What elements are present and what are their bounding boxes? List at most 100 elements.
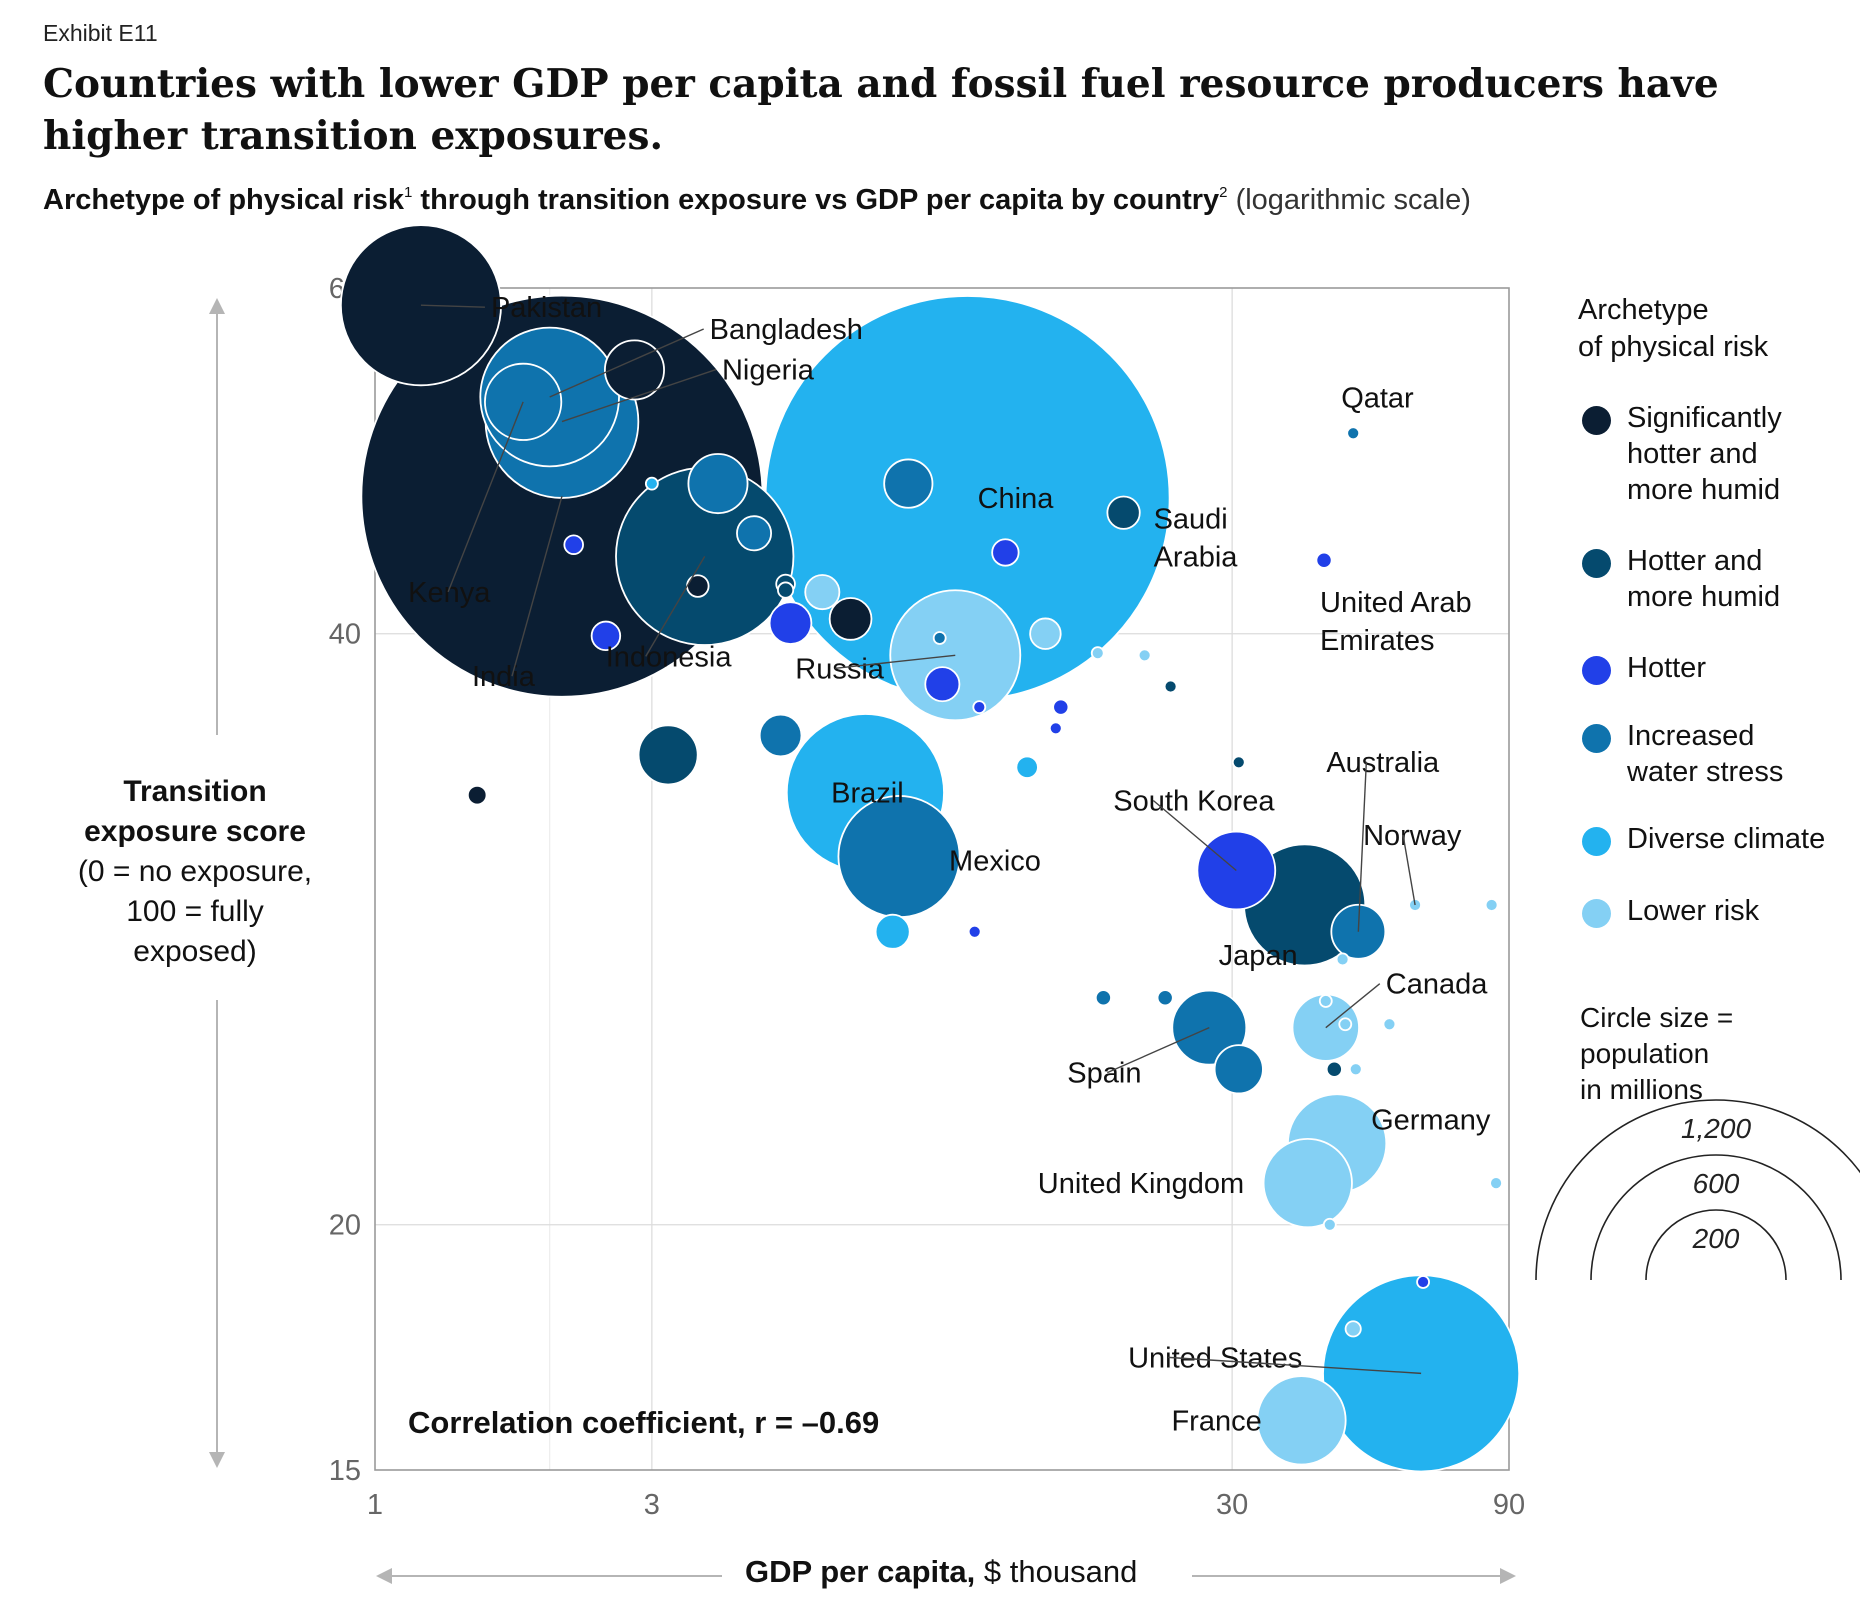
bubble-unlabeled xyxy=(1156,989,1174,1007)
country-labels: China India United States Indonesia Pakistan… xyxy=(408,292,1491,1437)
exhibit-label: Exhibit E11 xyxy=(43,20,158,46)
bubble-unlabeled xyxy=(1344,1320,1362,1338)
legend-swatch xyxy=(1582,406,1611,435)
bubble-unlabeled xyxy=(1052,698,1070,716)
bubble-kenya xyxy=(484,362,563,441)
leader-kenya xyxy=(447,401,524,593)
legend-item-water-stress: Increased water stress xyxy=(1582,718,1860,790)
legend-item-hotter: Hotter xyxy=(1582,650,1860,686)
size-key-title-line: Circle size = xyxy=(1580,1002,1734,1033)
y-axis-title: Transition exposure score (0 = no exposu… xyxy=(55,772,335,972)
correlation-note: Correlation coefficient, r = –0.69 xyxy=(408,1405,880,1440)
bubble-unlabeled xyxy=(1484,898,1499,912)
bubble-unlabeled xyxy=(967,924,982,939)
label-indonesia: Indonesia xyxy=(606,641,733,673)
legend-label: Significantly hotter and more humid xyxy=(1627,400,1860,508)
bubble-unlabeled xyxy=(1094,989,1112,1007)
leader-australia xyxy=(1357,761,1368,932)
bubble-unlabeled xyxy=(1163,679,1178,694)
bubble-unlabeled xyxy=(1382,1017,1397,1032)
leader-south-korea xyxy=(1152,799,1237,872)
label-united-kingdom: United Kingdom xyxy=(1038,1168,1244,1200)
size-key-value: 200 xyxy=(1692,1223,1740,1254)
bubble-saudi-arabia xyxy=(1106,495,1141,530)
legend-item-significantly-hotter: Significantly hotter and more humid xyxy=(1582,400,1860,508)
legend-label: Hotter and more humid xyxy=(1627,543,1860,615)
legend-swatch xyxy=(1582,656,1611,685)
bubble-unlabeled xyxy=(758,713,803,758)
leader-norway xyxy=(1402,834,1416,906)
label-saudi-arabia: Saudi xyxy=(1154,504,1228,536)
y-tick-label: 20 xyxy=(329,1210,361,1242)
y-axis-subtitle-2: 100 = fully xyxy=(126,895,264,928)
label-united-arab-emirates: United Arab xyxy=(1320,587,1472,619)
x-tick-label: 30 xyxy=(1216,1489,1248,1521)
bubble-unlabeled xyxy=(828,597,873,641)
legend-label: Increased water stress xyxy=(1627,718,1860,790)
leader-spain xyxy=(1107,1027,1210,1074)
size-key-title-line: in millions xyxy=(1580,1074,1703,1105)
bubble-unlabeled xyxy=(924,666,961,703)
bubble-unlabeled xyxy=(1137,648,1152,663)
label-brazil: Brazil xyxy=(831,778,904,810)
size-key-arc xyxy=(1645,1209,1787,1281)
x-axis-title-bold: GDP per capita, xyxy=(745,1554,976,1589)
bubble-unlabeled xyxy=(590,620,622,652)
legend-label-line: Lower risk xyxy=(1627,895,1760,927)
bubble-unlabeled xyxy=(804,574,841,611)
bubble-unlabeled xyxy=(1416,1275,1430,1289)
x-axis-arrow-left-icon xyxy=(376,1568,392,1584)
bubble-france xyxy=(1256,1375,1347,1466)
leader-nigeria xyxy=(561,368,717,423)
x-tick-label: 3 xyxy=(644,1489,660,1521)
legend-label-line: more humid xyxy=(1627,474,1781,506)
bubble-unlabeled xyxy=(1335,952,1350,967)
y-axis-arrow-up-icon xyxy=(209,298,225,314)
legend-title-line2: of physical risk xyxy=(1578,331,1769,363)
legend-label: Hotter xyxy=(1627,650,1860,686)
legend-label-line: Increased xyxy=(1627,720,1755,752)
bubble-unlabeled xyxy=(883,458,934,509)
legend-label: Diverse climate xyxy=(1627,821,1860,857)
bubble-unlabeled xyxy=(1090,646,1105,661)
label-canada: Canada xyxy=(1386,969,1488,1001)
leader-russia xyxy=(835,654,956,669)
bubble-unlabeled xyxy=(1322,1217,1337,1232)
y-axis-subtitle-1: (0 = no exposure, xyxy=(77,855,313,888)
plot-frame xyxy=(374,287,1510,1471)
bubble-unlabeled xyxy=(736,515,773,552)
size-key: 1,200 600 200 xyxy=(1535,1099,1860,1281)
leader-india xyxy=(511,496,563,677)
legend-label-line: water stress xyxy=(1627,756,1784,788)
label-kenya: Kenya xyxy=(408,577,491,609)
size-key-title-line: population xyxy=(1580,1038,1710,1069)
leader-indonesia xyxy=(645,555,706,657)
legend-swatch xyxy=(1582,724,1611,753)
bubble-unlabeled xyxy=(874,913,911,950)
bubble-unlabeled xyxy=(1489,1176,1503,1191)
chart-subtitle: Archetype of physical risk1 through tran… xyxy=(43,184,1471,217)
bubble-unlabeled xyxy=(932,631,947,645)
footnote-1: 1 xyxy=(404,184,413,201)
bubble-unlabeled xyxy=(1213,1044,1264,1095)
bubble-unlabeled xyxy=(1015,755,1039,779)
legend-title: Archetype of physical risk xyxy=(1578,292,1768,366)
label-united-arab-emirates: Emirates xyxy=(1320,625,1434,657)
y-axis-title-main: Transition exposure score xyxy=(84,775,306,848)
bubble-mexico xyxy=(837,795,961,919)
legend-swatch xyxy=(1582,899,1611,928)
label-russia: Russia xyxy=(795,653,885,685)
label-bangladesh: Bangladesh xyxy=(710,314,863,346)
label-china: China xyxy=(978,483,1055,515)
legend-item-diverse-climate: Diverse climate xyxy=(1582,821,1860,857)
x-tick-label: 90 xyxy=(1493,1489,1525,1521)
label-south-korea: South Korea xyxy=(1113,786,1275,818)
legend-label-line: Significantly xyxy=(1627,402,1782,434)
legend-swatch xyxy=(1582,827,1611,856)
legend-item-lower-risk: Lower risk xyxy=(1582,893,1860,929)
label-saudi-arabia: Arabia xyxy=(1154,542,1239,574)
bubble-unlabeled xyxy=(1318,994,1333,1008)
legend-label: Lower risk xyxy=(1627,893,1860,929)
legend-item-hotter-humid: Hotter and more humid xyxy=(1582,543,1860,615)
size-key-value: 1,200 xyxy=(1681,1113,1751,1144)
